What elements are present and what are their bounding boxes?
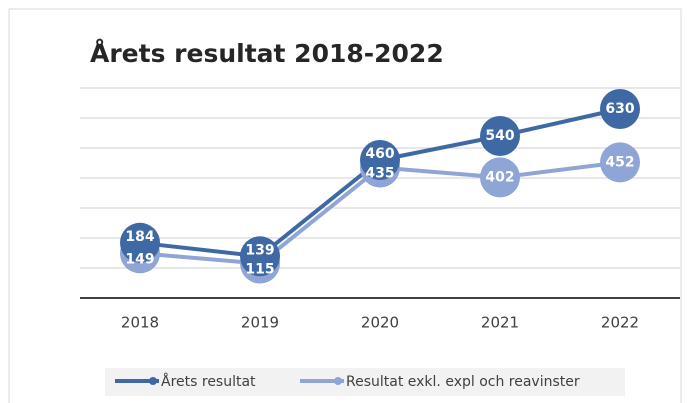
data-label: 115 <box>245 262 274 278</box>
data-point <box>360 140 400 180</box>
data-point <box>240 236 280 277</box>
data-label: 460 <box>365 146 394 162</box>
data-point <box>120 222 160 263</box>
data-label: 630 <box>605 101 634 117</box>
chart-frame <box>8 8 682 403</box>
x-tick-label: 2020 <box>361 314 399 332</box>
data-point <box>480 116 520 156</box>
data-point <box>600 142 640 183</box>
x-tick-label: 2021 <box>481 314 519 332</box>
data-label: 435 <box>365 166 394 182</box>
data-label: 402 <box>485 169 514 185</box>
data-label: 540 <box>485 128 514 144</box>
data-label: 149 <box>125 251 154 267</box>
chart-title: Årets resultat 2018-2022 <box>90 39 444 68</box>
data-point <box>480 157 520 198</box>
data-label: 184 <box>125 229 154 245</box>
legend-label: Årets resultat <box>161 373 256 390</box>
legend-box <box>105 368 625 396</box>
data-label: 452 <box>605 154 634 170</box>
x-tick-label: 2019 <box>241 314 279 332</box>
x-tick-label: 2022 <box>601 314 639 332</box>
data-label: 139 <box>245 242 274 258</box>
legend-marker <box>334 377 342 385</box>
x-tick-label: 2018 <box>121 314 159 332</box>
legend-label: Resultat exkl. expl och reavinster <box>346 374 580 390</box>
legend-marker <box>149 377 157 385</box>
data-point <box>600 89 640 129</box>
